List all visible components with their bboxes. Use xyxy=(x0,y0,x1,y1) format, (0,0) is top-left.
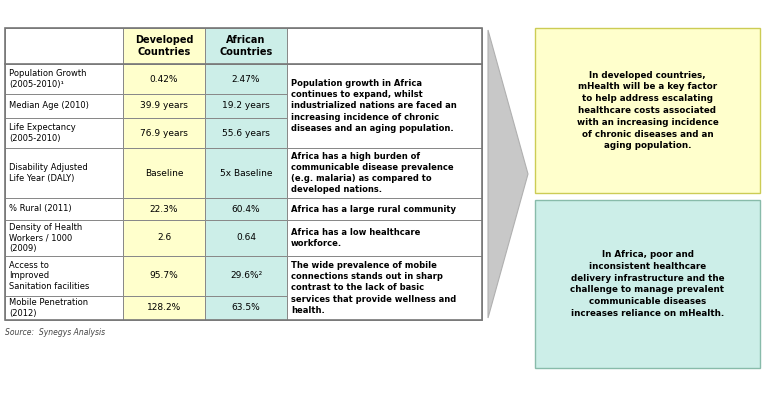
Text: Access to
Improved
Sanitation facilities: Access to Improved Sanitation facilities xyxy=(9,261,89,291)
Bar xyxy=(205,296,287,320)
Text: Africa has a large rural community: Africa has a large rural community xyxy=(291,205,456,213)
Bar xyxy=(535,28,760,193)
Bar xyxy=(5,28,123,64)
Bar xyxy=(287,198,482,220)
Bar xyxy=(5,198,123,220)
Text: Life Expectancy
(2005-2010): Life Expectancy (2005-2010) xyxy=(9,123,76,143)
Bar xyxy=(5,256,123,296)
Bar xyxy=(287,220,482,256)
Bar xyxy=(123,220,205,256)
Text: In Africa, poor and
inconsistent healthcare
delivery infrastructure and the
chal: In Africa, poor and inconsistent healthc… xyxy=(571,250,724,318)
Bar xyxy=(123,64,205,94)
Bar xyxy=(5,148,123,198)
Bar xyxy=(287,148,482,198)
Text: Source:  Synegys Analysis: Source: Synegys Analysis xyxy=(5,328,105,337)
Text: African
Countries: African Countries xyxy=(220,35,273,57)
Bar xyxy=(123,296,205,320)
Text: 76.9 years: 76.9 years xyxy=(140,129,188,137)
Bar xyxy=(287,28,482,64)
Text: Africa has a high burden of
communicable disease prevalence
(e.g. malaria) as co: Africa has a high burden of communicable… xyxy=(291,152,454,194)
Text: 95.7%: 95.7% xyxy=(150,271,178,281)
Text: 128.2%: 128.2% xyxy=(147,304,181,312)
Text: In developed countries,
mHealth will be a key factor
to help address escalating
: In developed countries, mHealth will be … xyxy=(577,70,718,150)
Bar xyxy=(5,296,123,320)
Text: 2.6: 2.6 xyxy=(157,234,171,242)
Text: 22.3%: 22.3% xyxy=(150,205,178,213)
Text: Mobile Penetration
(2012): Mobile Penetration (2012) xyxy=(9,298,88,318)
Text: The wide prevalence of mobile
connections stands out in sharp
contrast to the la: The wide prevalence of mobile connection… xyxy=(291,261,456,315)
Bar xyxy=(123,256,205,296)
Bar xyxy=(287,256,482,320)
Bar xyxy=(205,148,287,198)
Text: 2.47%: 2.47% xyxy=(232,74,260,84)
Bar xyxy=(123,148,205,198)
Bar xyxy=(205,256,287,296)
Text: Population Growth
(2005-2010)¹: Population Growth (2005-2010)¹ xyxy=(9,69,87,89)
Bar xyxy=(205,94,287,118)
Bar xyxy=(205,64,287,94)
Text: 5x Baseline: 5x Baseline xyxy=(220,168,272,178)
Text: Median Age (2010): Median Age (2010) xyxy=(9,101,89,111)
Bar xyxy=(123,94,205,118)
Text: 60.4%: 60.4% xyxy=(232,205,260,213)
Polygon shape xyxy=(488,30,528,318)
Text: 55.6 years: 55.6 years xyxy=(222,129,270,137)
Text: 39.9 years: 39.9 years xyxy=(140,101,188,111)
Bar xyxy=(5,220,123,256)
Text: Disability Adjusted
Life Year (DALY): Disability Adjusted Life Year (DALY) xyxy=(9,163,88,183)
Text: Africa has a low healthcare
workforce.: Africa has a low healthcare workforce. xyxy=(291,228,420,248)
Text: 0.42%: 0.42% xyxy=(150,74,178,84)
Bar xyxy=(5,28,482,320)
Bar xyxy=(123,198,205,220)
Text: Population growth in Africa
continues to expand, whilst
industrialized nations a: Population growth in Africa continues to… xyxy=(291,79,457,133)
Text: 29.6%²: 29.6%² xyxy=(230,271,262,281)
Bar xyxy=(5,118,123,148)
Text: 0.64: 0.64 xyxy=(236,234,256,242)
Text: % Rural (2011): % Rural (2011) xyxy=(9,205,71,213)
Bar xyxy=(535,200,760,368)
Bar xyxy=(205,198,287,220)
Bar xyxy=(123,28,205,64)
Bar xyxy=(205,28,287,64)
Text: Baseline: Baseline xyxy=(144,168,184,178)
Text: 19.2 years: 19.2 years xyxy=(222,101,270,111)
Bar xyxy=(123,118,205,148)
Text: Developed
Countries: Developed Countries xyxy=(134,35,194,57)
Text: 63.5%: 63.5% xyxy=(232,304,260,312)
Bar xyxy=(5,64,123,94)
Text: Density of Health
Workers / 1000
(2009): Density of Health Workers / 1000 (2009) xyxy=(9,223,82,253)
Bar xyxy=(287,64,482,148)
Bar xyxy=(205,220,287,256)
Bar xyxy=(5,94,123,118)
Bar xyxy=(205,118,287,148)
